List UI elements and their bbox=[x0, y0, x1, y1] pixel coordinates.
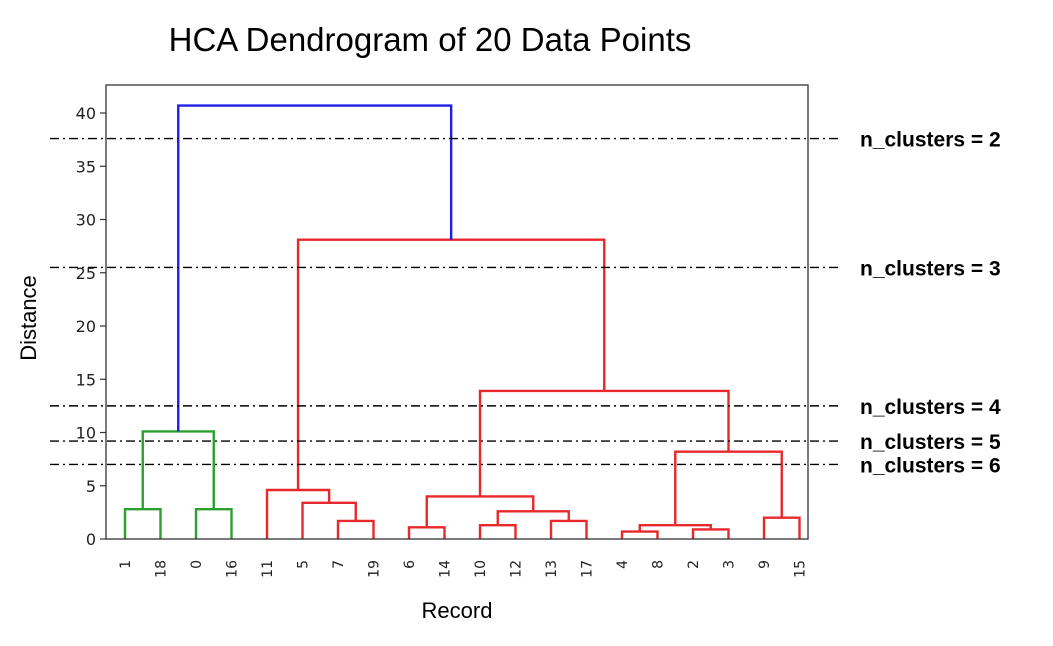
leaf-label-2: 2 bbox=[686, 560, 702, 569]
dendrogram-link-18 bbox=[296, 238, 606, 491]
x-axis-leaf-labels: 1 18 0 16 11 5 7 19 6 14 10 12 13 17 4 8 2 3 9 15 bbox=[118, 560, 809, 578]
leaf-label-14: 14 bbox=[438, 560, 454, 578]
y-tick-label-0: 0 bbox=[86, 530, 96, 549]
y-tick-label-15: 15 bbox=[76, 370, 96, 389]
leaf-label-17: 17 bbox=[580, 560, 596, 578]
chart-title: HCA Dendrogram of 20 Data Points bbox=[169, 21, 692, 58]
leaf-label-10: 10 bbox=[473, 560, 489, 578]
dendrogram-link-8 bbox=[478, 523, 517, 539]
leaf-label-15: 15 bbox=[793, 560, 809, 578]
leaf-label-11: 11 bbox=[260, 560, 276, 578]
dendrogram-link-9 bbox=[549, 519, 588, 539]
y-axis-ticks: 0 5 10 15 20 25 30 35 40 bbox=[76, 104, 106, 549]
leaf-label-16: 16 bbox=[225, 560, 241, 578]
y-tick-label-25: 25 bbox=[76, 264, 96, 283]
y-tick-label-40: 40 bbox=[76, 104, 96, 123]
cut-line-label-2: n_clusters = 2 bbox=[860, 129, 1001, 152]
leaf-label-8: 8 bbox=[651, 560, 667, 569]
y-tick-label-30: 30 bbox=[76, 211, 96, 230]
leaf-label-18: 18 bbox=[154, 560, 170, 578]
leaf-label-13: 13 bbox=[544, 560, 560, 578]
leaf-label-1: 1 bbox=[118, 560, 134, 569]
y-tick-label-10: 10 bbox=[76, 424, 96, 443]
dendrogram-link-16 bbox=[674, 450, 783, 526]
leaf-label-9: 9 bbox=[757, 560, 773, 569]
leaf-label-6: 6 bbox=[402, 560, 418, 569]
dendrogram-link-3 bbox=[141, 430, 215, 510]
leaf-label-12: 12 bbox=[509, 560, 525, 578]
dendrogram-link-4 bbox=[336, 519, 375, 539]
leaf-label-3: 3 bbox=[722, 560, 738, 569]
plot-frame bbox=[105, 84, 809, 540]
dendrogram-link-2 bbox=[194, 507, 233, 539]
leaf-label-7: 7 bbox=[331, 560, 347, 569]
cut-line-label-6: n_clusters = 6 bbox=[860, 454, 1001, 477]
dendrogram-link-17 bbox=[478, 389, 730, 497]
dendrogram-link-6 bbox=[265, 488, 331, 539]
dendrogram-tree bbox=[123, 104, 801, 539]
dendrogram-link-7 bbox=[407, 526, 446, 539]
x-axis-label: Record bbox=[422, 598, 493, 623]
cluster-cut-lines: n_clusters = 2 n_clusters = 3 n_clusters =… bbox=[50, 129, 1001, 477]
cut-line-label-5: n_clusters = 5 bbox=[860, 431, 1001, 454]
dendrogram-link-10 bbox=[496, 510, 570, 526]
y-tick-label-35: 35 bbox=[76, 157, 96, 176]
leaf-label-5: 5 bbox=[296, 560, 312, 569]
dendrogram-link-15 bbox=[762, 516, 801, 539]
cut-line-label-4: n_clusters = 4 bbox=[860, 396, 1001, 419]
dendrogram-link-19 bbox=[177, 104, 453, 432]
dendrogram-link-13 bbox=[691, 528, 730, 539]
leaf-label-19: 19 bbox=[367, 560, 383, 578]
leaf-label-4: 4 bbox=[615, 560, 631, 569]
y-tick-label-5: 5 bbox=[86, 477, 96, 496]
dendrogram-link-1 bbox=[123, 507, 162, 539]
dendrogram-link-12 bbox=[620, 530, 659, 539]
cut-line-label-3: n_clusters = 3 bbox=[860, 257, 1001, 280]
y-tick-label-20: 20 bbox=[76, 317, 96, 336]
leaf-label-0: 0 bbox=[189, 560, 205, 569]
y-axis-label: Distance bbox=[16, 275, 41, 361]
